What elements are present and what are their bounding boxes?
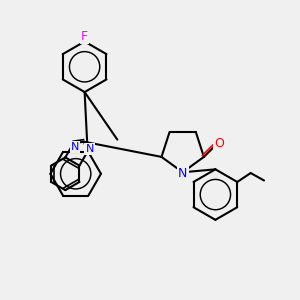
Text: N: N — [178, 167, 188, 180]
Text: N: N — [71, 142, 79, 152]
Text: F: F — [81, 30, 88, 43]
Text: O: O — [214, 137, 224, 150]
Text: N: N — [85, 144, 94, 154]
